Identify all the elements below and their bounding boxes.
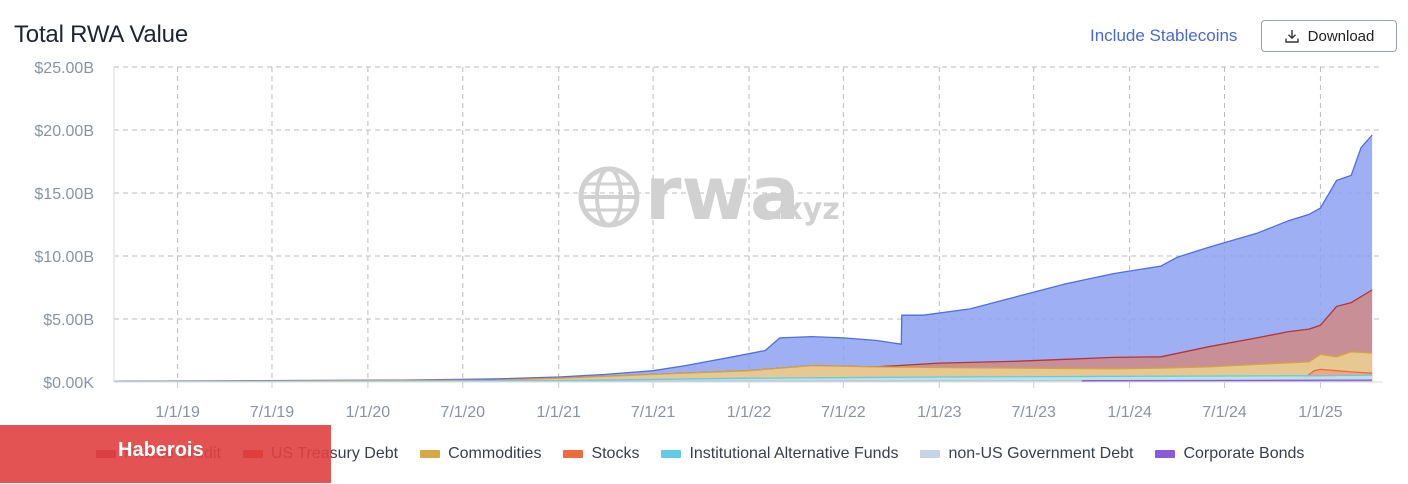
series-line — [1303, 368, 1373, 379]
overlay-banner — [0, 425, 331, 483]
y-tick-label: $20.00B — [34, 123, 94, 140]
series-line — [1081, 379, 1373, 382]
legend-label: Corporate Bonds — [1183, 445, 1305, 462]
y-tick-label: $5.00B — [43, 312, 94, 329]
legend-swatch — [563, 450, 584, 458]
download-button[interactable]: Download — [1261, 20, 1397, 52]
x-tick-label: 7/1/19 — [250, 404, 295, 421]
y-tick-label: $25.00B — [34, 60, 94, 77]
series-commodities — [113, 351, 1373, 383]
overlay-banner-label: Haberois — [118, 439, 204, 461]
x-tick-label: 1/1/24 — [1107, 404, 1152, 421]
y-tick-label: $0.00K — [43, 375, 94, 392]
x-tick-label: 1/1/19 — [155, 404, 200, 421]
series-private-credit — [113, 134, 1373, 383]
watermark-brand: rwa — [645, 151, 800, 237]
legend-item[interactable]: Stocks — [563, 445, 639, 463]
series-area — [114, 351, 1373, 382]
include-stablecoins-toggle[interactable]: Include Stablecoins — [1090, 26, 1238, 45]
download-icon — [1284, 30, 1299, 43]
legend-swatch — [920, 450, 941, 458]
globe-icon — [578, 166, 640, 228]
series-line — [113, 374, 1373, 383]
series-line — [113, 351, 1373, 383]
legend-item[interactable]: Institutional Alternative Funds — [661, 445, 898, 463]
x-tick-label: 1/1/23 — [917, 404, 962, 421]
y-tick-label: $15.00B — [34, 186, 94, 203]
x-tick-label: 7/1/21 — [631, 404, 676, 421]
watermark: rwa .xyz — [578, 151, 840, 237]
legend-label: non-US Government Debt — [948, 445, 1134, 462]
legend-swatch — [1155, 450, 1176, 458]
legend-item[interactable]: Corporate Bonds — [1155, 445, 1304, 463]
x-tick-label: 7/1/24 — [1202, 404, 1247, 421]
legend-label: Institutional Alternative Funds — [689, 445, 899, 462]
x-tick-label: 1/1/22 — [727, 404, 772, 421]
x-tick-label: 7/1/20 — [441, 404, 486, 421]
x-tick-label: 1/1/25 — [1298, 404, 1343, 421]
legend-label: Commodities — [448, 445, 542, 462]
x-tick-label: 7/1/23 — [1011, 404, 1056, 421]
legend-label: Stocks — [591, 445, 640, 462]
series-line — [113, 134, 1373, 383]
page-title: Total RWA Value — [14, 21, 188, 48]
legend-item[interactable]: non-US Government Debt — [920, 445, 1133, 463]
download-label: Download — [1307, 27, 1375, 45]
series-area — [114, 135, 1373, 382]
legend-swatch — [420, 450, 441, 458]
watermark-suffix: .xyz — [772, 192, 840, 227]
x-tick-label: 7/1/22 — [821, 404, 866, 421]
y-tick-label: $10.00B — [34, 249, 94, 266]
legend-swatch — [661, 450, 682, 458]
legend-item[interactable]: Commodities — [420, 445, 541, 463]
x-tick-label: 1/1/20 — [346, 404, 391, 421]
x-tick-label: 1/1/21 — [536, 404, 581, 421]
